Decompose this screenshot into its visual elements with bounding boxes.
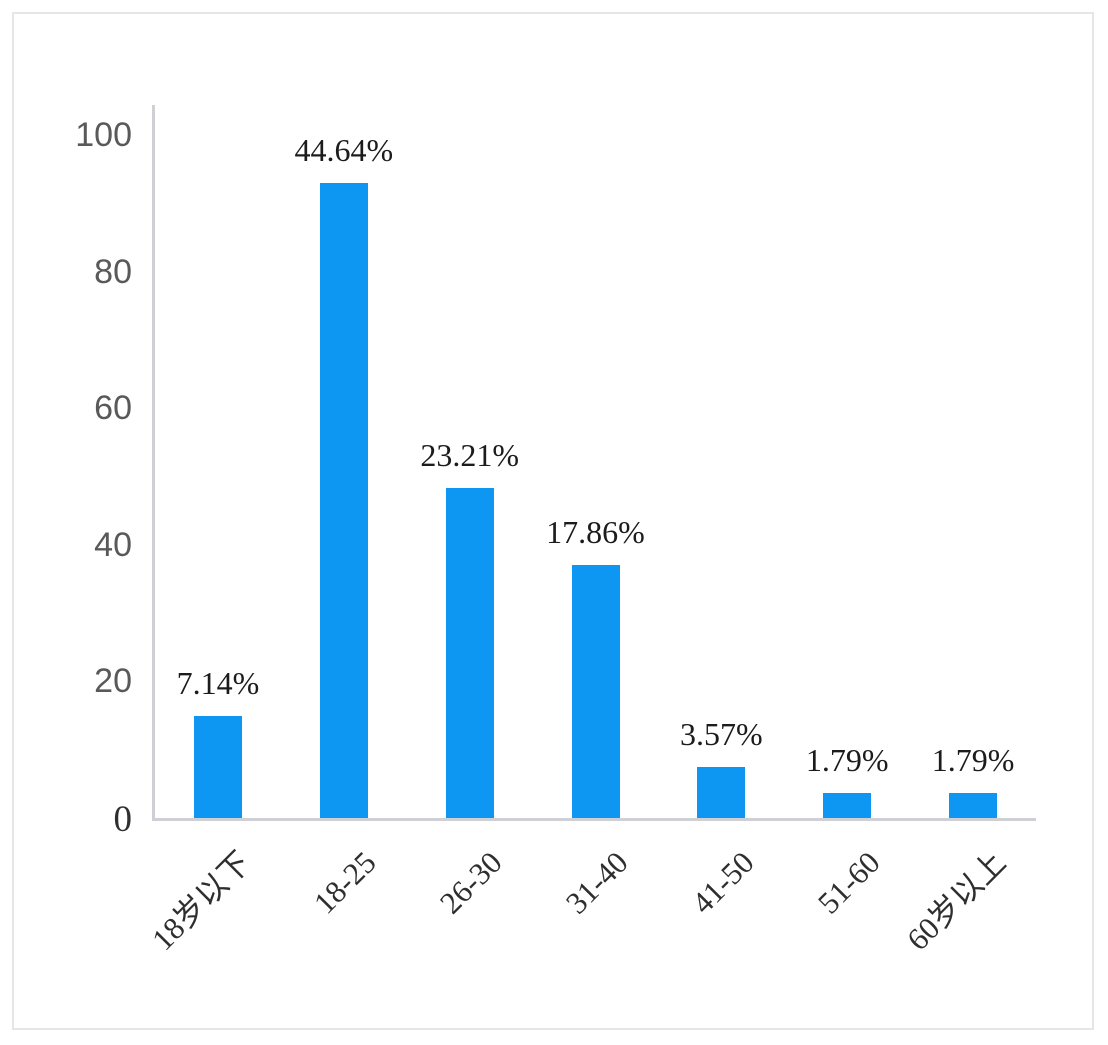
x-axis-line	[152, 818, 1036, 821]
bar-value-label: 44.64%	[294, 132, 394, 169]
bar	[571, 564, 620, 818]
bar	[193, 716, 242, 818]
x-category-label: 60岁以上	[899, 844, 1013, 958]
y-tick-label: 100	[75, 116, 132, 154]
x-category-label: 26-30	[433, 844, 509, 921]
bar-value-label: 7.14%	[176, 665, 260, 702]
y-tick-label: 40	[94, 525, 132, 564]
bar-value-label: 3.57%	[680, 716, 763, 753]
bar-value-label: 1.79%	[931, 741, 1015, 778]
y-tick-label: 80	[94, 252, 132, 291]
y-axis-line	[152, 105, 155, 821]
x-category-label: 18-25	[307, 844, 384, 921]
bar	[823, 792, 872, 818]
x-category-label: 51-60	[810, 844, 887, 921]
y-tick-label: 0	[113, 799, 133, 840]
bar-value-label: 17.86%	[546, 513, 645, 550]
bar-value-label: 23.21%	[420, 437, 519, 474]
bar	[949, 792, 998, 818]
bar	[697, 767, 746, 818]
y-tick-label: 20	[94, 662, 132, 701]
x-category-label: 41-50	[684, 844, 761, 921]
x-category-label: 18岁以下	[144, 844, 258, 958]
bar	[319, 183, 368, 818]
bar	[445, 488, 494, 818]
x-category-label: 31-40	[558, 844, 635, 921]
y-tick-label: 60	[94, 389, 132, 428]
bar-value-label: 1.79%	[805, 741, 889, 778]
